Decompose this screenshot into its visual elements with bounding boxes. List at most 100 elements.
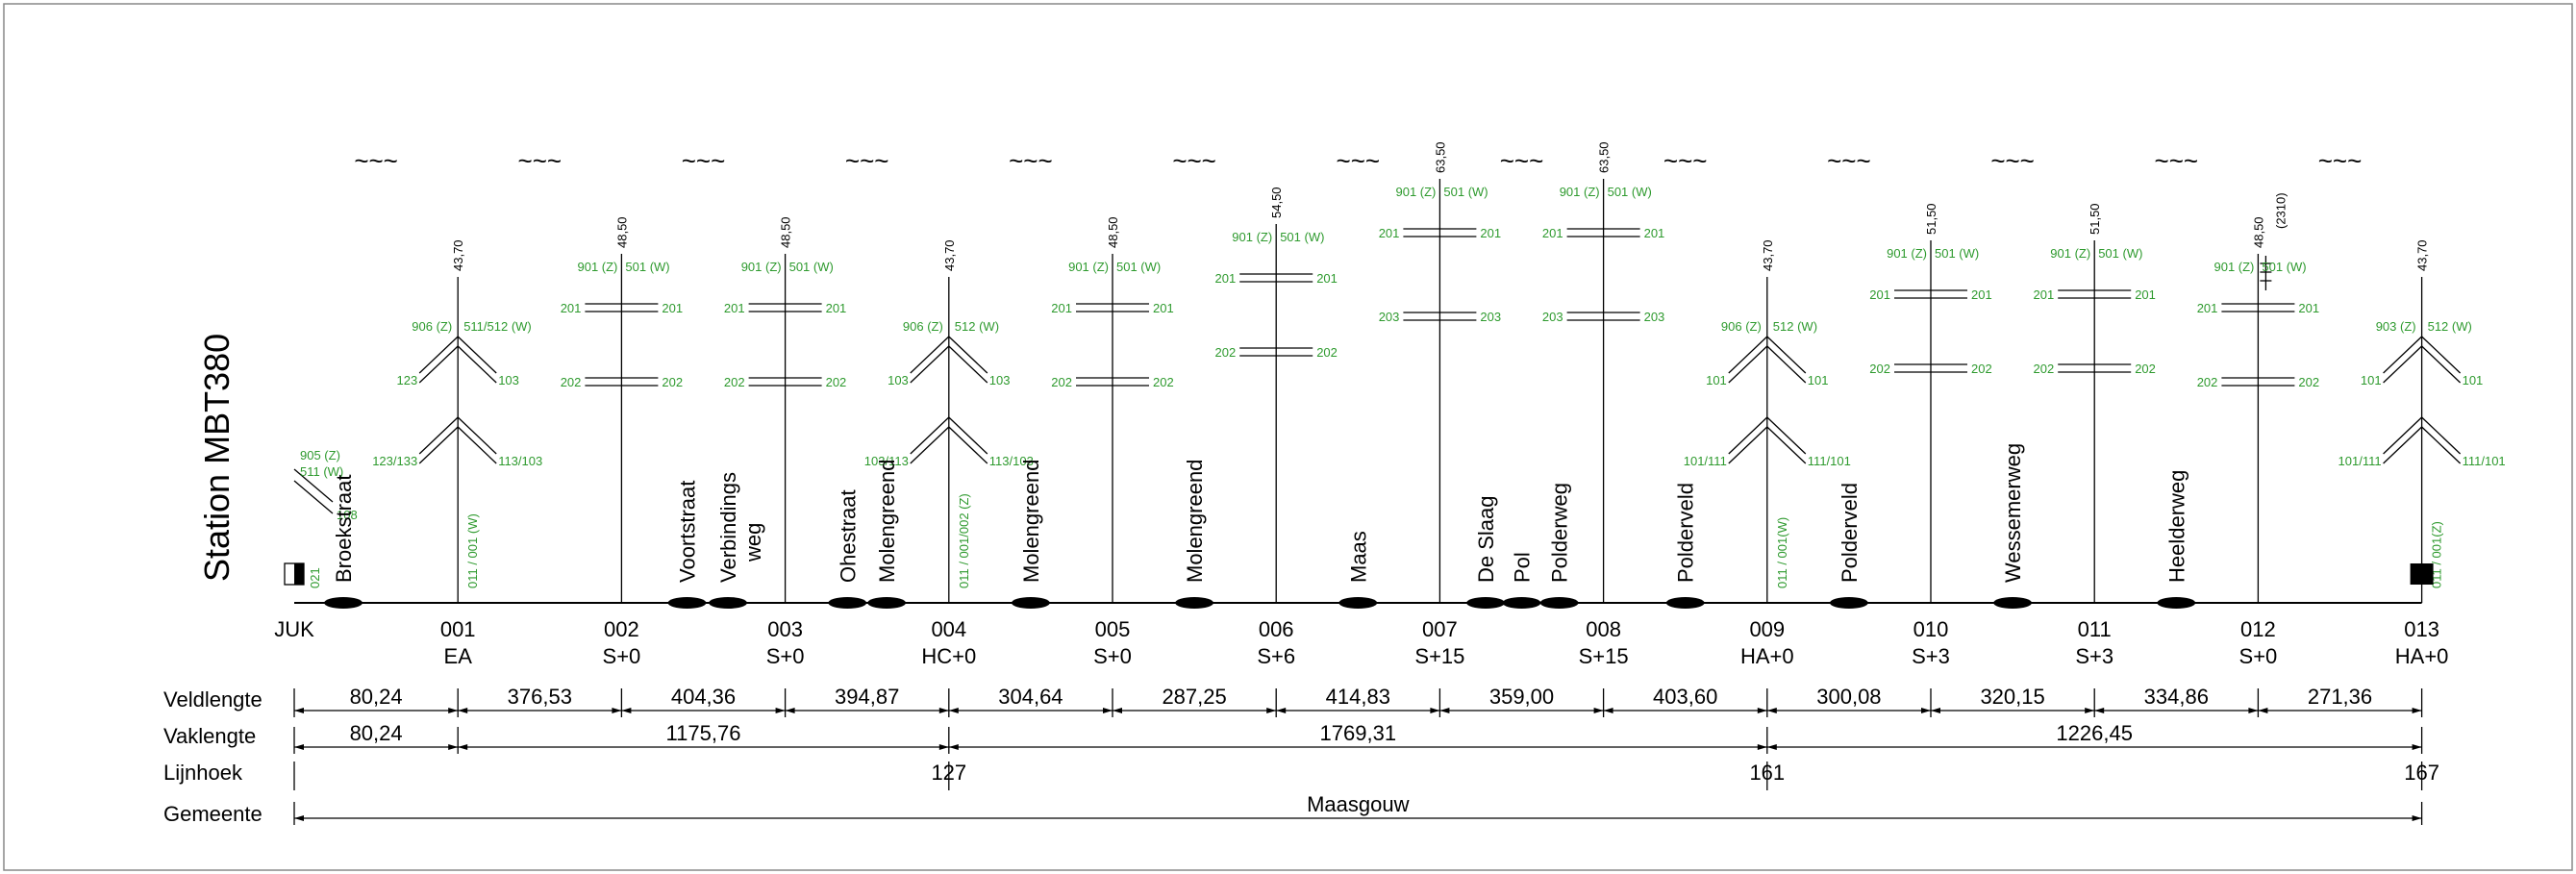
veldlengte-value: 394,87 xyxy=(835,685,899,709)
tower-004: 004 HC+0 43,70 906 (Z) 512 (W) 103 103 103/113 1… xyxy=(864,239,1034,668)
phase-label: 123 xyxy=(396,373,417,387)
chevron-arm xyxy=(948,426,988,464)
phase-label: 201 xyxy=(1379,226,1400,240)
veldlengte-arrow xyxy=(1593,708,1604,713)
crossing: Verbindings weg xyxy=(709,472,765,609)
crossing-label: Broekstraat xyxy=(332,475,356,584)
tower-number: 011 xyxy=(2078,617,2112,641)
crossing: Polderveld xyxy=(1665,483,1705,609)
wave-symbol: ~~~ xyxy=(1172,146,1216,175)
phase-label: 113/103 xyxy=(498,454,542,468)
crossing-marker xyxy=(1175,597,1214,609)
phase-label: 203 xyxy=(1644,310,1665,324)
chevron-arm xyxy=(1728,416,1768,455)
chevron-arm xyxy=(948,416,988,455)
gemeente-arrow xyxy=(2412,815,2422,821)
tower-012: 012 S+0 48,50 (2310) 901 (Z) 501 (W) 201 201 202… xyxy=(2197,192,2319,668)
veldlengte-value: 304,64 xyxy=(998,685,1063,709)
wave-symbol: ~~~ xyxy=(2318,146,2363,175)
crossing-label: Pol xyxy=(1511,552,1535,583)
phase-label: 101/111 xyxy=(2338,454,2382,468)
phase-label: 202 xyxy=(826,375,847,389)
veldlengte-arrow xyxy=(621,708,632,713)
veldlengte-value: 359,00 xyxy=(1489,685,1554,709)
row-label-gemeente: Gemeente xyxy=(163,802,263,826)
crossing-set: Broekstraat Voortstraat Verbindings weg Ohes… xyxy=(324,443,2196,609)
tower-type: HA+0 xyxy=(2395,644,2449,668)
crossing-marker xyxy=(1539,597,1579,609)
crossing: Voortstraat xyxy=(667,481,707,609)
veldlengte-arrow xyxy=(1931,708,1940,713)
phase-label: 501 (W) xyxy=(1116,260,1161,274)
vaklengte-arrow xyxy=(1766,744,1777,750)
tower-011: 011 S+3 51,50 901 (Z) 501 (W) 201 201 202 202 xyxy=(2033,203,2155,668)
veldlengte-arrow xyxy=(612,708,622,713)
tower-number: 012 xyxy=(2240,617,2276,641)
gemeente-value: Maasgouw xyxy=(1307,792,1410,816)
tower-extra: (2310) xyxy=(2273,192,2288,229)
phase-label: 111/101 xyxy=(1808,454,1851,468)
crossing-marker xyxy=(667,597,707,609)
lijnhoek-value: 161 xyxy=(1749,761,1785,785)
phase-label: 906 (Z) xyxy=(1721,319,1762,334)
phase-label: 101 xyxy=(1808,373,1829,387)
chevron-arm xyxy=(1728,336,1768,374)
tower-009: 009 HA+0 43,70 906 (Z) 512 (W) 101 101 101/111 1… xyxy=(1684,239,1851,668)
phase-label: 501 (W) xyxy=(1935,246,1979,261)
vaklengte-value: 1226,45 xyxy=(2056,721,2133,745)
crossing-label: Maas xyxy=(1346,531,1370,583)
phase-label: 906 (Z) xyxy=(903,319,943,334)
phase-label: 901 (Z) xyxy=(1395,185,1436,199)
veldlengte-value: 287,25 xyxy=(1162,685,1226,709)
phase-label: 901 (Z) xyxy=(1887,246,1927,261)
phase-label: 201 xyxy=(1316,271,1338,286)
tower-type: S+3 xyxy=(2075,644,2113,668)
veldlengte-value: 334,86 xyxy=(2144,685,2209,709)
veldlengte-value: 271,36 xyxy=(2308,685,2372,709)
phase-label: 108 xyxy=(337,508,358,522)
vertical-phase: 021 xyxy=(308,567,322,588)
chevron-arm xyxy=(457,336,497,374)
veldlengte-arrow xyxy=(1266,708,1277,713)
phase-label: 512 (W) xyxy=(2428,319,2472,334)
tower-003: 003 S+0 48,50 901 (Z) 501 (W) 201 201 202 202 xyxy=(724,216,846,668)
chevron-arm xyxy=(457,426,497,464)
lijnhoek-value: 127 xyxy=(931,761,966,785)
phase-label: 203 xyxy=(1379,310,1400,324)
veldlengte-arrow xyxy=(1766,708,1777,713)
tower-type: S+15 xyxy=(1579,644,1629,668)
phase-label: 201 xyxy=(2197,301,2218,315)
phase-label: 901 (Z) xyxy=(1560,185,1600,199)
crossing-label: Voortstraat xyxy=(675,481,699,583)
crossing-marker xyxy=(1502,597,1541,609)
veldlengte-value: 80,24 xyxy=(350,685,403,709)
chevron-arm xyxy=(418,416,459,455)
phase-label: 103 xyxy=(498,373,519,387)
crossing-label: Molengreend xyxy=(1019,460,1043,583)
phase-label: 201 xyxy=(1869,287,1890,302)
crossing-marker xyxy=(1665,597,1705,609)
crossing: Molengreend xyxy=(1011,460,1050,609)
phase-label: 202 xyxy=(662,375,683,389)
vaklengte-arrow xyxy=(938,744,949,750)
crossing: Wessemerweg xyxy=(1993,443,2033,609)
station-title: Station MBT380 xyxy=(197,334,237,582)
vaklengte-value: 80,24 xyxy=(350,721,403,745)
tower-type: S+15 xyxy=(1414,644,1464,668)
tower-number: 013 xyxy=(2404,617,2439,641)
chevron-arm xyxy=(418,345,459,384)
chevron-arm xyxy=(910,416,950,455)
phase-label: 103/113 xyxy=(864,454,909,468)
tower-height: 43,70 xyxy=(1761,239,1775,271)
crossing-marker xyxy=(1466,597,1506,609)
tower-007: 007 S+15 63,50 901 (Z) 501 (W) 201 201 203 203 xyxy=(1379,141,1501,668)
veldlengte-arrow xyxy=(294,708,304,713)
tower-height: 51,50 xyxy=(1924,203,1938,235)
arm-diagonal xyxy=(293,480,334,514)
phase-label: 201 xyxy=(1542,226,1563,240)
phase-label: 901 (Z) xyxy=(1232,230,1272,244)
phase-label: 202 xyxy=(1316,345,1338,360)
phase-label: 903 (Z) xyxy=(2376,319,2416,334)
tower-type: S+3 xyxy=(1912,644,1950,668)
vaklengte-arrow xyxy=(2412,744,2422,750)
